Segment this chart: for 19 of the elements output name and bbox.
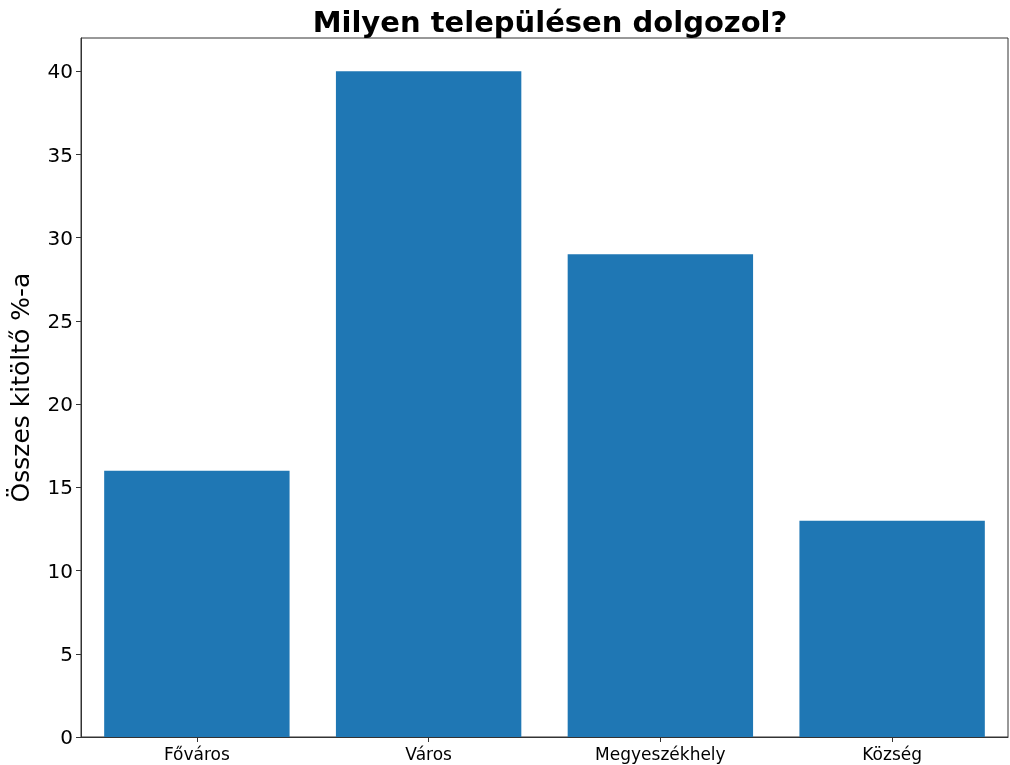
y-tick-label: 5	[60, 641, 73, 666]
y-tick-label: 35	[47, 142, 73, 167]
y-tick-label: 25	[47, 308, 73, 333]
x-tick-label: Város	[405, 743, 453, 764]
bar	[104, 470, 290, 737]
bar	[335, 71, 522, 737]
y-tick-label: 20	[47, 392, 73, 417]
y-tick-label: 15	[47, 475, 73, 500]
y-tick-label: 40	[47, 59, 73, 84]
y-tick-label: 0	[60, 725, 73, 749]
x-tick-label: Főváros	[163, 743, 230, 764]
y-axis-title: Összes kitöltő %-a	[6, 272, 35, 503]
y-tick-label: 10	[47, 558, 73, 583]
y-tick-label: 30	[47, 225, 73, 250]
bar	[567, 254, 754, 737]
x-tick-label: Község	[862, 743, 922, 764]
chart-title: Milyen településen dolgozol?	[312, 4, 788, 39]
x-tick-label: Megyeszékhely	[595, 743, 726, 764]
bar	[799, 520, 985, 737]
